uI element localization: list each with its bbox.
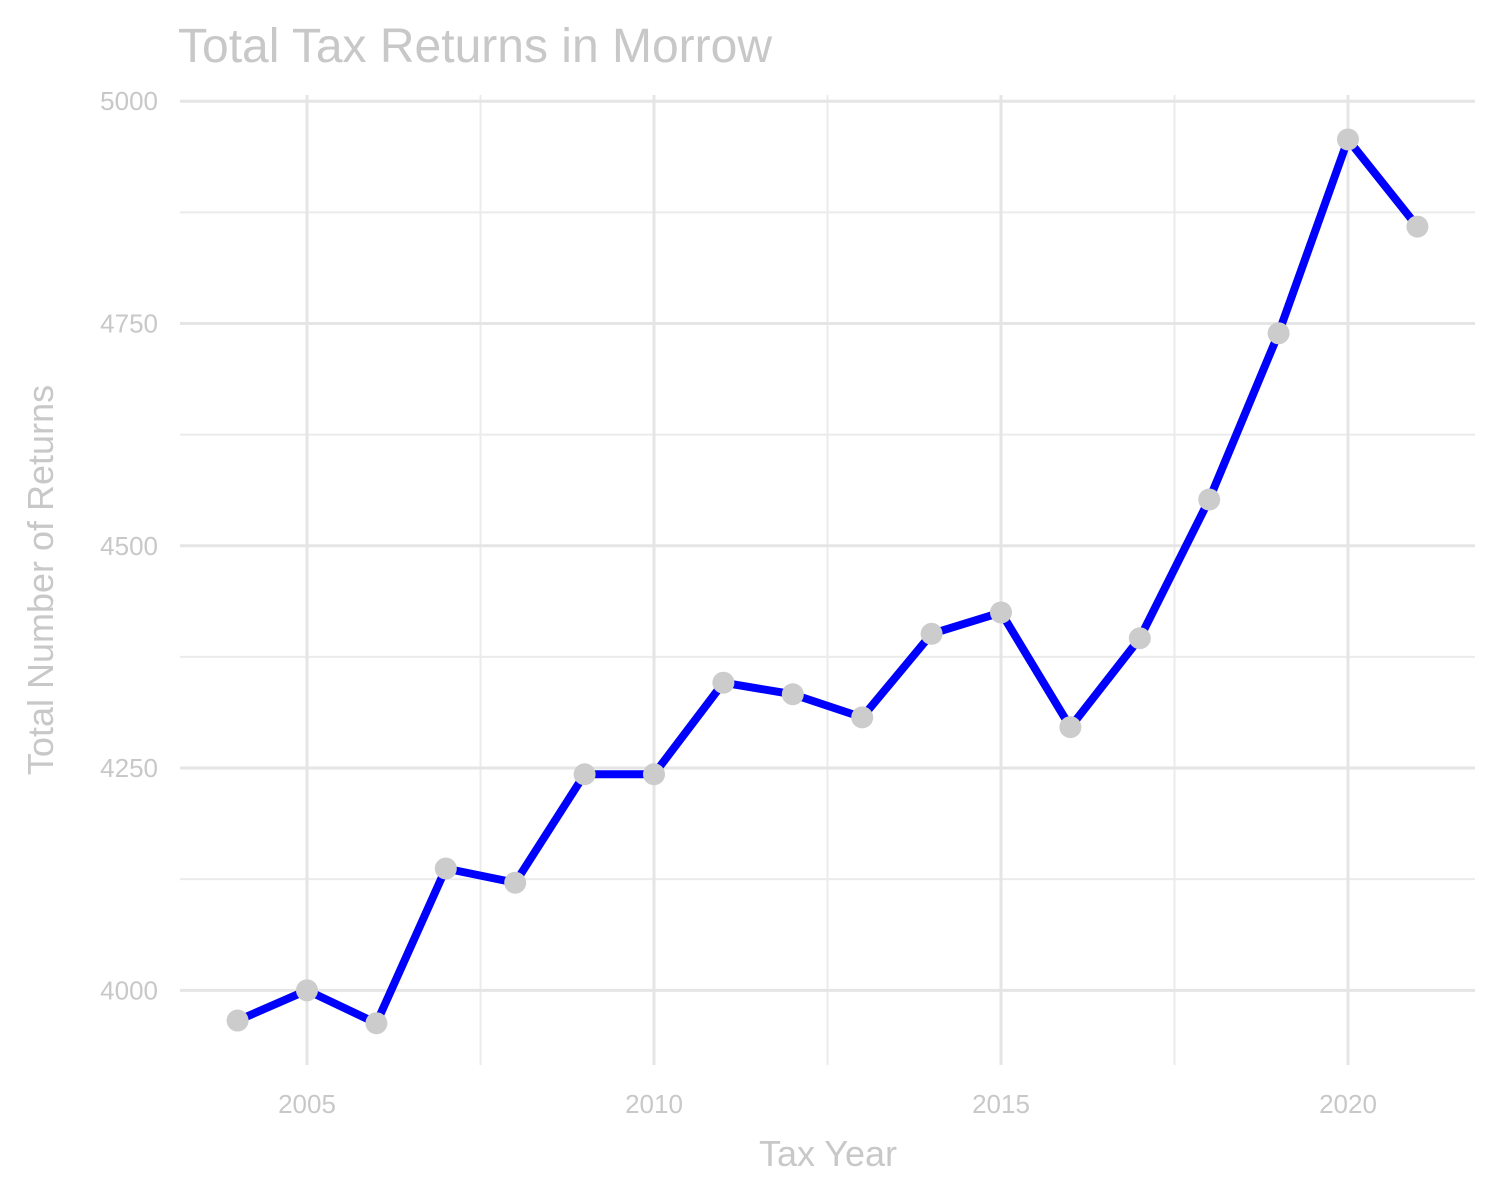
point <box>504 871 527 894</box>
x-axis-title: Tax Year <box>759 1133 897 1174</box>
y-tick-label: 4750 <box>100 308 158 338</box>
point <box>434 857 457 880</box>
y-tick-label: 4250 <box>100 753 158 783</box>
x-tick-label: 2015 <box>972 1089 1030 1119</box>
point <box>1198 488 1221 511</box>
point <box>1059 716 1082 739</box>
x-tick-label: 2020 <box>1319 1089 1377 1119</box>
point <box>643 763 666 786</box>
point <box>989 601 1012 624</box>
point <box>226 1009 249 1032</box>
y-tick-label: 4000 <box>100 975 158 1005</box>
chart-title: Total Tax Returns in Morrow <box>178 20 772 73</box>
point <box>1267 322 1290 345</box>
point <box>781 683 804 706</box>
point <box>365 1012 388 1035</box>
y-tick-label: 5000 <box>100 86 158 116</box>
point <box>851 706 874 729</box>
x-tick-label: 2010 <box>625 1089 683 1119</box>
point <box>1128 627 1151 650</box>
y-tick-label: 4500 <box>100 531 158 561</box>
point <box>296 979 319 1002</box>
point <box>920 622 943 645</box>
point <box>1336 128 1359 151</box>
point <box>1406 215 1429 238</box>
point <box>712 671 735 694</box>
point <box>573 763 596 786</box>
line <box>236 135 1421 1028</box>
y-axis-title: Total Number of Returns <box>20 385 61 775</box>
x-tick-label: 2005 <box>278 1089 336 1119</box>
